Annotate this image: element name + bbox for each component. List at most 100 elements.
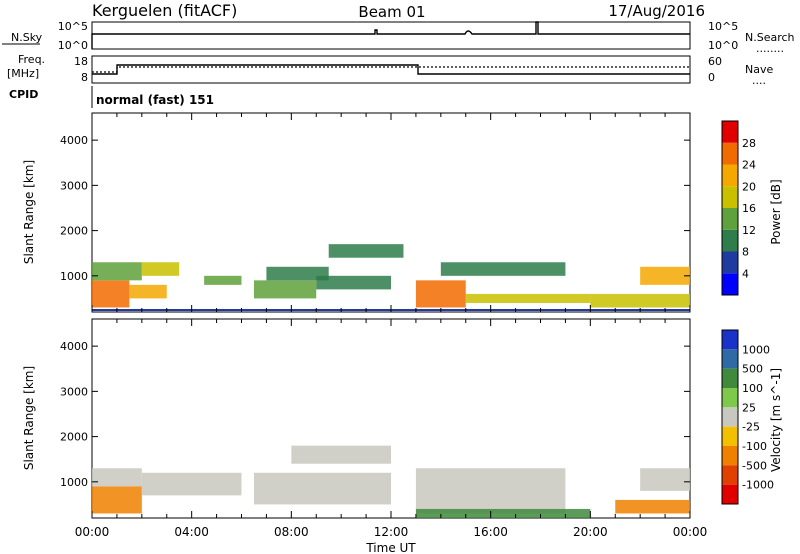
colorbar-tick-label: 25 (742, 401, 756, 414)
colorbar-segment (722, 208, 738, 230)
colorbar-tick-label: 1000 (742, 343, 770, 356)
colorbar-segment (722, 484, 738, 504)
colorbar-segment (722, 273, 738, 295)
colorbar-segment (722, 121, 738, 143)
power-colorbar: 4 8 12 16 20 24 28 (721, 120, 756, 296)
freq-line (92, 64, 690, 75)
freq-right-tick-bottom: 0 (708, 71, 715, 84)
colorbar-segment (722, 186, 738, 208)
data-cell (141, 472, 242, 496)
data-cell (141, 262, 180, 276)
velocity-colorbar-label: Velocity [m s^-1] (769, 368, 783, 472)
freq-label-line2: [MHz] (7, 67, 39, 80)
colorbar-tick-label: 16 (742, 202, 756, 215)
data-cell (640, 266, 690, 285)
freq-label-line1: Freq. (18, 53, 45, 66)
colorbar-segment (722, 388, 738, 408)
x-tick-label: 20:00 (573, 525, 608, 539)
noise-panel-frame (91, 21, 691, 50)
colorbar-segment (722, 330, 738, 350)
colorbar-tick-label: -1000 (742, 479, 774, 492)
y-tick-label: 4000 (60, 340, 88, 353)
nsearch-label: N.Search (745, 31, 795, 44)
data-cell (92, 280, 130, 308)
colorbar-segment (722, 368, 738, 388)
noise-right-tick-bottom: 10^0 (708, 39, 738, 52)
cpid-text: normal (fast) 151 (96, 93, 214, 107)
power-colorbar-label: Power [dB] (769, 179, 783, 244)
x-axis-label: Time UT (365, 541, 416, 554)
data-cell (129, 284, 167, 299)
colorbar-segment (722, 446, 738, 466)
colorbar-segment (722, 164, 738, 187)
nave-dots: .... (752, 74, 766, 87)
data-cell (615, 499, 690, 514)
x-tick-label: 00:00 (673, 525, 708, 539)
x-axis-ticks: 00:00 04:00 08:00 12:00 16:00 20:00 00:00 (75, 525, 708, 539)
beam-title: Beam 01 (358, 3, 425, 21)
noise-left-tick-top: 10^5 (58, 20, 88, 33)
power-panel: 1000 2000 3000 4000 (60, 112, 691, 313)
data-cell (266, 266, 329, 281)
y-tick-label: 3000 (60, 179, 88, 192)
noise-sky-line (91, 21, 690, 49)
data-cell (291, 445, 391, 464)
data-cell (328, 244, 404, 258)
colorbar-tick-label: 28 (742, 137, 756, 150)
y-tick-label: 1000 (60, 476, 88, 489)
data-cell (415, 280, 466, 308)
data-cell (316, 275, 391, 290)
data-cell (92, 262, 142, 281)
colorbar-frame (721, 329, 739, 505)
colorbar-segment (722, 407, 738, 427)
colorbar-segment (722, 229, 738, 252)
data-cell (92, 486, 142, 514)
velocity-y-axis-label: Slant Range [km] (22, 366, 36, 470)
colorbar-segment (722, 465, 738, 485)
data-cell (440, 262, 566, 276)
colorbar-frame (721, 120, 739, 296)
nsky-label: N.Sky (11, 31, 43, 44)
y-tick-label: 2000 (60, 225, 88, 238)
colorbar-tick-label: 12 (742, 224, 756, 237)
freq-left-tick-bottom: 8 (81, 71, 88, 84)
velocity-colorbar: 1000 500 100 25 -25 -100 -500 -1000 (721, 329, 774, 505)
nave-label: Nave (745, 63, 773, 76)
freq-panel-frame (91, 55, 691, 84)
cpid-label: CPID (9, 88, 38, 101)
date-title: 17/Aug/2016 (608, 2, 705, 20)
colorbar-segment (722, 349, 738, 369)
colorbar-tick-label: 100 (742, 382, 763, 395)
station-title: Kerguelen (fitACF) (92, 1, 237, 20)
colorbar-segment (722, 251, 738, 274)
y-tick-label: 1000 (60, 270, 88, 283)
data-cell (640, 468, 690, 491)
x-tick-label: 08:00 (274, 525, 309, 539)
colorbar-tick-label: 24 (742, 159, 756, 172)
data-cell (415, 508, 591, 518)
nave-line (92, 66, 690, 73)
y-tick-label: 3000 (60, 385, 88, 398)
data-cell (465, 293, 591, 303)
colorbar-tick-label: 20 (742, 180, 756, 193)
colorbar-tick-label: -500 (742, 459, 767, 472)
data-cell (253, 280, 317, 299)
colorbar-tick-label: 4 (742, 267, 749, 280)
data-cell (92, 468, 142, 487)
colorbar-tick-label: -25 (742, 421, 760, 434)
colorbar-tick-label: 8 (742, 246, 749, 259)
y-tick-label: 2000 (60, 431, 88, 444)
noise-left-tick-bottom: 10^0 (58, 39, 88, 52)
y-tick-label: 4000 (60, 134, 88, 147)
colorbar-tick-label: -100 (742, 440, 767, 453)
data-cell (415, 468, 566, 514)
power-y-axis-label: Slant Range [km] (22, 160, 36, 264)
freq-left-tick-top: 18 (74, 55, 88, 68)
velocity-panel: 1000 2000 3000 4000 (60, 318, 691, 519)
x-tick-label: 04:00 (174, 525, 209, 539)
data-cell (253, 472, 391, 505)
colorbar-tick-label: 500 (742, 363, 763, 376)
colorbar-segment (722, 426, 738, 446)
x-tick-label: 16:00 (473, 525, 508, 539)
